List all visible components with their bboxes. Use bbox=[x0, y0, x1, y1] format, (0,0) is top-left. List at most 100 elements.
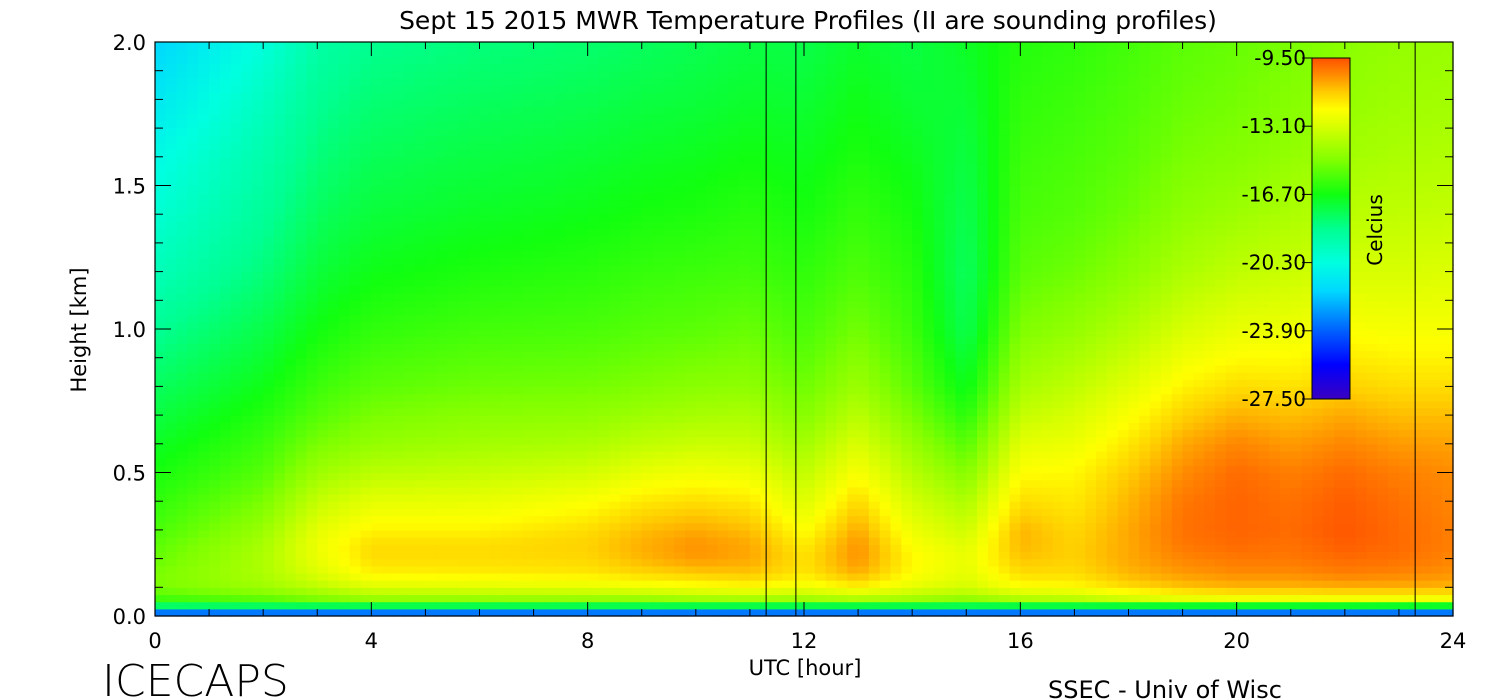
heatmap-cell bbox=[782, 199, 794, 208]
heatmap-cell bbox=[198, 221, 210, 230]
heatmap-cell bbox=[587, 443, 600, 452]
heatmap-cell bbox=[468, 185, 481, 194]
heatmap-cell bbox=[176, 178, 189, 187]
heatmap-cell bbox=[360, 113, 372, 122]
heatmap-cell bbox=[544, 572, 556, 581]
heatmap-cell bbox=[382, 285, 394, 294]
heatmap-cell bbox=[814, 135, 827, 144]
heatmap-cell bbox=[436, 551, 448, 560]
heatmap-cell bbox=[695, 285, 708, 294]
heatmap-cell bbox=[219, 494, 232, 502]
heatmap-cell bbox=[685, 171, 697, 179]
heatmap-cell bbox=[252, 214, 264, 222]
heatmap-cell bbox=[652, 357, 664, 366]
heatmap-cell bbox=[685, 329, 697, 337]
heatmap-cell bbox=[436, 357, 448, 366]
heatmap-cell bbox=[328, 386, 340, 395]
heatmap-cell bbox=[685, 178, 697, 187]
heatmap-cell bbox=[587, 529, 600, 538]
heatmap-cell bbox=[620, 207, 632, 215]
heatmap-cell bbox=[230, 565, 243, 574]
heatmap-cell bbox=[566, 508, 578, 517]
heatmap-cell bbox=[544, 386, 556, 395]
heatmap-cell bbox=[284, 379, 297, 387]
heatmap-cell bbox=[328, 465, 340, 474]
heatmap-cell bbox=[209, 494, 221, 502]
heatmap-cell bbox=[782, 522, 794, 531]
heatmap-cell bbox=[555, 544, 567, 553]
heatmap-cell bbox=[555, 372, 567, 380]
heatmap-cell bbox=[598, 494, 610, 502]
heatmap-cell bbox=[371, 293, 383, 301]
heatmap-cell bbox=[403, 436, 416, 445]
heatmap-cell bbox=[598, 522, 610, 531]
heatmap-cell bbox=[295, 92, 308, 100]
heatmap-cell bbox=[566, 558, 578, 567]
heatmap-cell bbox=[306, 508, 318, 517]
heatmap-cell bbox=[544, 278, 556, 287]
heatmap-cell bbox=[252, 85, 264, 93]
heatmap-cell bbox=[663, 379, 675, 387]
heatmap-cell bbox=[338, 372, 351, 380]
heatmap-cell bbox=[479, 594, 491, 603]
heatmap-cell bbox=[219, 472, 232, 481]
heatmap-cell bbox=[338, 422, 351, 431]
heatmap-cell bbox=[328, 171, 340, 179]
heatmap-cell bbox=[414, 192, 427, 201]
heatmap-cell bbox=[425, 544, 437, 553]
heatmap-cell bbox=[425, 178, 437, 187]
heatmap-cell bbox=[749, 156, 762, 165]
heatmap-cell bbox=[338, 565, 351, 574]
heatmap-cell bbox=[771, 242, 783, 251]
heatmap-cell bbox=[576, 63, 589, 72]
heatmap-cell bbox=[685, 106, 697, 115]
heatmap-cell bbox=[652, 544, 664, 553]
heatmap-cell bbox=[598, 608, 610, 617]
heatmap-cell bbox=[749, 522, 762, 531]
heatmap-cell bbox=[209, 393, 221, 402]
heatmap-cell bbox=[555, 458, 567, 466]
heatmap-cell bbox=[609, 386, 621, 395]
heatmap-cell bbox=[566, 580, 578, 588]
heatmap-cell bbox=[447, 379, 459, 387]
heatmap-cell bbox=[447, 285, 459, 294]
heatmap-cell bbox=[825, 343, 838, 352]
heatmap-cell bbox=[804, 120, 816, 129]
heatmap-cell bbox=[793, 458, 805, 466]
heatmap-cell bbox=[403, 594, 416, 603]
heatmap-cell bbox=[522, 171, 535, 179]
heatmap-cell bbox=[457, 594, 470, 603]
heatmap-cell bbox=[306, 436, 318, 445]
heatmap-cell bbox=[641, 221, 654, 230]
heatmap-cell bbox=[555, 49, 567, 57]
heatmap-cell bbox=[209, 343, 221, 352]
heatmap-cell bbox=[566, 443, 578, 452]
heatmap-cell bbox=[198, 113, 210, 122]
heatmap-cell bbox=[533, 364, 545, 373]
heatmap-cell bbox=[695, 278, 708, 287]
heatmap-cell bbox=[230, 407, 243, 416]
heatmap-cell bbox=[425, 386, 437, 395]
heatmap-cell bbox=[739, 565, 751, 574]
heatmap-cell bbox=[468, 422, 481, 431]
heatmap-cell bbox=[338, 156, 351, 165]
heatmap-cell bbox=[447, 271, 459, 280]
heatmap-cell bbox=[533, 307, 545, 316]
heatmap-cell bbox=[587, 85, 600, 93]
heatmap-cell bbox=[609, 465, 621, 474]
heatmap-cell bbox=[685, 314, 697, 323]
heatmap-cell bbox=[252, 70, 264, 79]
heatmap-cell bbox=[414, 250, 427, 258]
heatmap-cell bbox=[630, 407, 643, 416]
heatmap-cell bbox=[209, 608, 221, 617]
heatmap-cell bbox=[739, 551, 751, 560]
heatmap-cell bbox=[447, 529, 459, 538]
heatmap-cell bbox=[392, 214, 405, 222]
heatmap-cell bbox=[793, 56, 805, 65]
heatmap-cell bbox=[436, 85, 448, 93]
heatmap-cell bbox=[814, 415, 827, 423]
heatmap-cell bbox=[825, 594, 838, 603]
heatmap-cell bbox=[187, 407, 199, 416]
heatmap-cell bbox=[652, 77, 664, 86]
heatmap-cell bbox=[392, 278, 405, 287]
